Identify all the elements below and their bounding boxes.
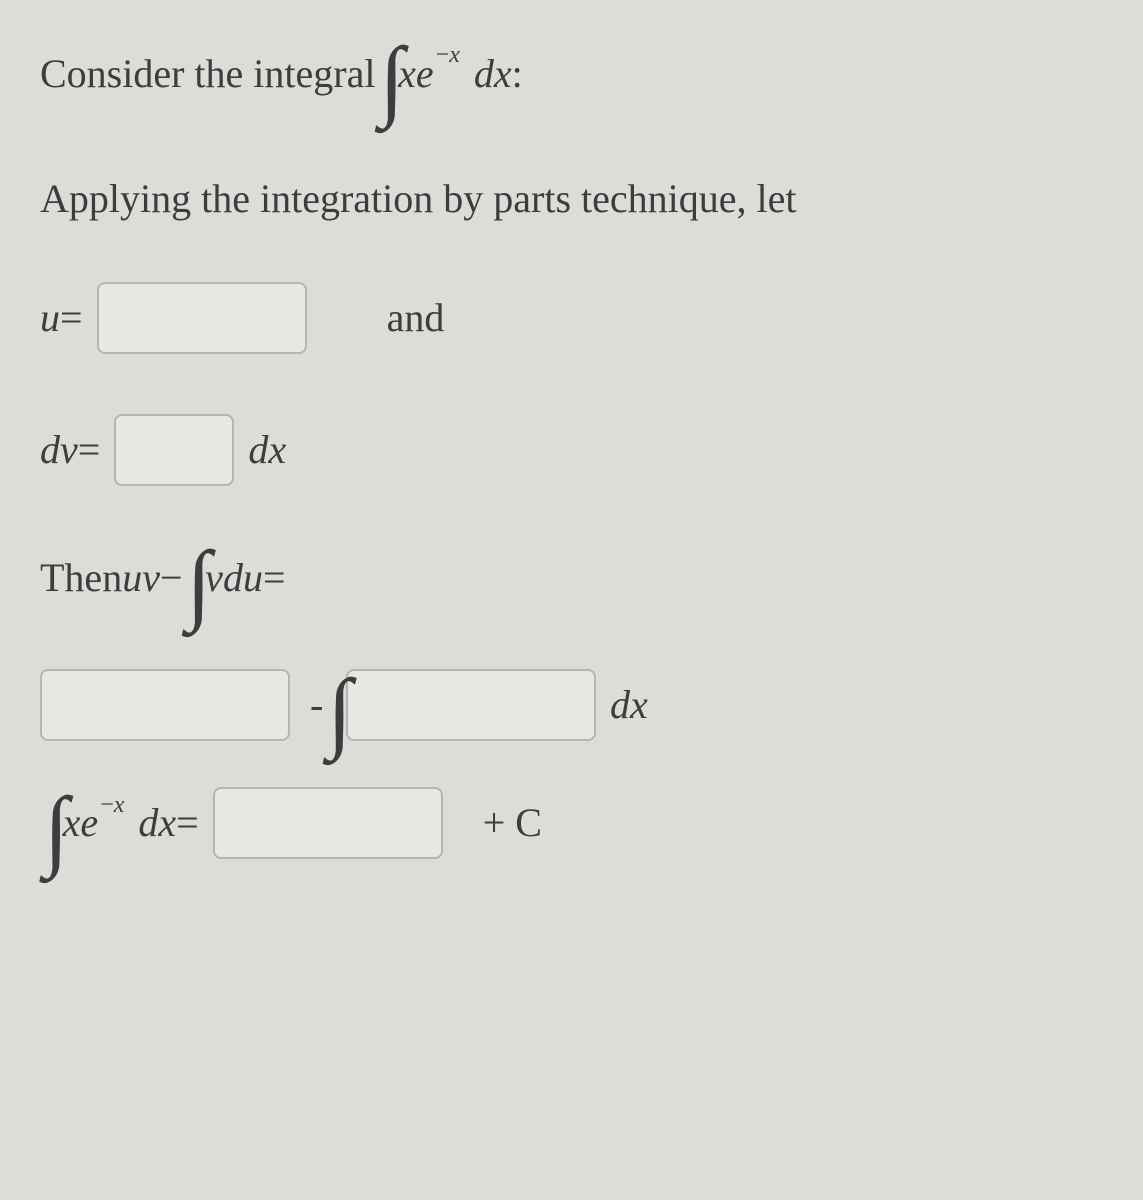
uv-label: uv	[122, 552, 160, 604]
plus-c: + C	[483, 797, 542, 849]
exponent-group-2: −x	[100, 792, 124, 819]
integral-sign-3: ∫	[327, 680, 352, 743]
integrand-e: e	[416, 48, 434, 100]
du-u: u	[243, 552, 263, 604]
ans-e: e	[80, 797, 98, 849]
expansion-row: - ∫ dx	[40, 669, 1113, 741]
vdu-integrand-input[interactable]	[346, 669, 596, 741]
integral-sign-4: ∫	[44, 798, 69, 861]
and-label: and	[387, 292, 445, 344]
ans-exp-x: x	[114, 792, 125, 818]
ans-eq: =	[176, 797, 199, 849]
exp-dx-d: d	[610, 679, 630, 731]
u-input[interactable]	[97, 282, 307, 354]
integral-sign-1: ∫	[379, 48, 404, 111]
exp-x: x	[449, 42, 460, 68]
u-label: u	[40, 292, 60, 344]
prompt-line-1: Consider the integral ∫ x e −x dx :	[40, 42, 1113, 105]
exponent-group-1: −x	[436, 42, 460, 69]
ans-exp-minus: −	[100, 792, 114, 818]
colon: :	[512, 48, 523, 100]
formula-row: Then uv − ∫ v du =	[40, 546, 1113, 609]
du-d: d	[223, 552, 243, 604]
u-eq: =	[60, 292, 83, 344]
minus-2: -	[310, 679, 323, 731]
final-answer-input[interactable]	[213, 787, 443, 859]
prompt-line-2: Applying the integration by parts techni…	[40, 175, 1113, 222]
uv-result-input[interactable]	[40, 669, 290, 741]
dx-x-1: x	[494, 48, 512, 100]
dv-dx-x: x	[268, 424, 286, 476]
then-label: Then	[40, 552, 122, 604]
integral-sign-2: ∫	[187, 552, 212, 615]
ans-dx-d: d	[138, 797, 158, 849]
u-row: u = and	[40, 282, 1113, 354]
dv-eq: =	[78, 424, 101, 476]
dv-label: dv	[40, 424, 78, 476]
text-consider: Consider the integral	[40, 48, 375, 100]
dv-dx-d: d	[248, 424, 268, 476]
exp-dx-x: x	[630, 679, 648, 731]
exp-minus: −	[436, 42, 450, 68]
ans-dx-x: x	[158, 797, 176, 849]
minus-label: −	[160, 552, 183, 604]
answer-row: ∫ x e −x dx = + C	[40, 787, 1113, 859]
dx-d-1: d	[474, 48, 494, 100]
dv-row: dv = dx	[40, 414, 1113, 486]
formula-eq: =	[263, 552, 286, 604]
dv-input[interactable]	[114, 414, 234, 486]
